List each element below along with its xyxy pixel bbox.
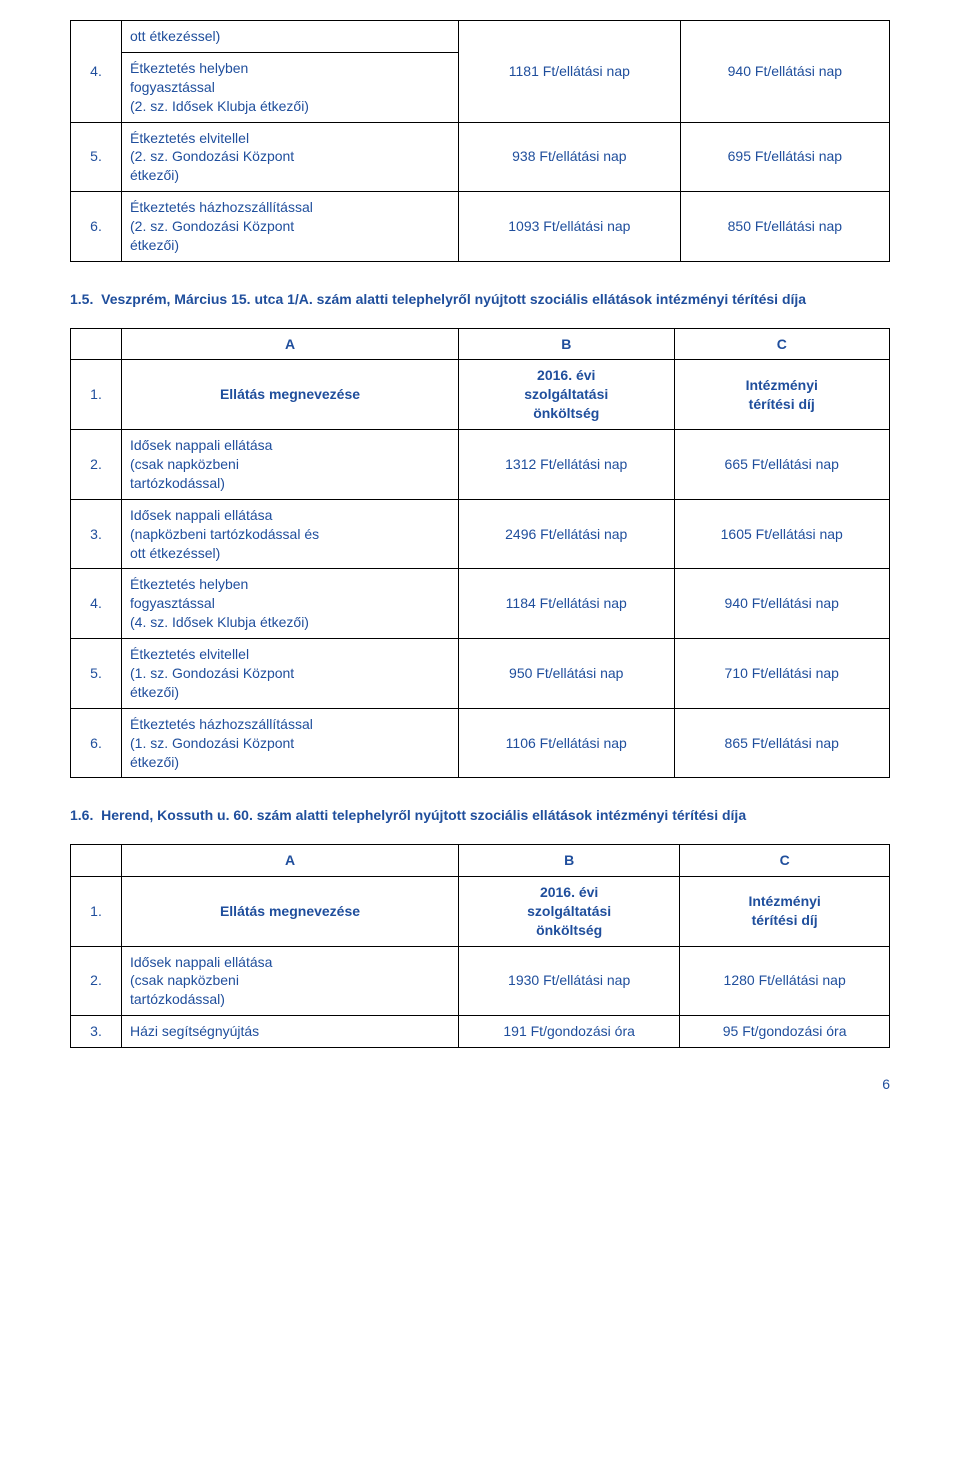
row-fee: 710 Ft/ellátási nap	[674, 639, 890, 709]
row-cost: 1181 Ft/ellátási nap	[459, 21, 681, 123]
top-table: 4. ott étkezéssel) 1181 Ft/ellátási nap …	[70, 20, 890, 262]
row-desc: Étkeztetés helyben fogyasztással (4. sz.…	[122, 569, 459, 639]
table-row: 5. Étkeztetés elvitellel (2. sz. Gondozá…	[71, 122, 890, 192]
row-number: 4.	[71, 569, 122, 639]
row-number: 2.	[71, 430, 122, 500]
row-cost: 1930 Ft/ellátási nap	[459, 946, 680, 1016]
col-c: C	[680, 845, 890, 877]
row-number: 5.	[71, 639, 122, 709]
row-number: 3.	[71, 499, 122, 569]
section-title: Veszprém, Március 15. utca 1/A. szám ala…	[101, 291, 806, 307]
page-number: 6	[70, 1076, 890, 1092]
row-cost: 938 Ft/ellátási nap	[459, 122, 681, 192]
section-heading-1-6: 1.6. Herend, Kossuth u. 60. szám alatti …	[70, 806, 890, 826]
row-fee: 665 Ft/ellátási nap	[674, 430, 890, 500]
table-row: 3. Házi segítségnyújtás 191 Ft/gondozási…	[71, 1016, 890, 1048]
row-desc: Étkeztetés házhozszállítással (2. sz. Go…	[122, 192, 459, 262]
row-cost: 1312 Ft/ellátási nap	[459, 430, 675, 500]
mid-table: A B C 1. Ellátás megnevezése 2016. évi s…	[70, 328, 890, 779]
row-number: 5.	[71, 122, 122, 192]
table-subheader: 1. Ellátás megnevezése 2016. évi szolgál…	[71, 876, 890, 946]
row-desc-extra: ott étkezéssel)	[122, 21, 459, 53]
page: 4. ott étkezéssel) 1181 Ft/ellátási nap …	[0, 0, 960, 1122]
table-row: 6. Étkeztetés házhozszállítással (1. sz.…	[71, 708, 890, 778]
table-row: 5. Étkeztetés elvitellel (1. sz. Gondozá…	[71, 639, 890, 709]
row-fee: 940 Ft/ellátási nap	[680, 21, 889, 123]
sub-c: Intézményi térítési díj	[674, 360, 890, 430]
row-fee: 1280 Ft/ellátási nap	[680, 946, 890, 1016]
section-heading-1-5: 1.5. Veszprém, Március 15. utca 1/A. szá…	[70, 290, 890, 310]
row-number: 2.	[71, 946, 122, 1016]
table-row: 4. ott étkezéssel) 1181 Ft/ellátási nap …	[71, 21, 890, 53]
row-desc: Idősek nappali ellátása (napközbeni tart…	[122, 499, 459, 569]
table-header: A B C	[71, 845, 890, 877]
row-desc: Étkeztetés elvitellel (1. sz. Gondozási …	[122, 639, 459, 709]
table-row: 6. Étkeztetés házhozszállítással (2. sz.…	[71, 192, 890, 262]
table-row: 2. Idősek nappali ellátása (csak napközb…	[71, 946, 890, 1016]
row-number: 4.	[71, 21, 122, 123]
table-subheader: 1. Ellátás megnevezése 2016. évi szolgál…	[71, 360, 890, 430]
sub-num: 1.	[71, 360, 122, 430]
row-desc: Étkeztetés házhozszállítással (1. sz. Go…	[122, 708, 459, 778]
row-cost: 191 Ft/gondozási óra	[459, 1016, 680, 1048]
section-title: Herend, Kossuth u. 60. szám alatti telep…	[101, 807, 746, 823]
sub-b: 2016. évi szolgáltatási önköltség	[459, 360, 675, 430]
sub-c: Intézményi térítési díj	[680, 876, 890, 946]
section-number: 1.5.	[70, 291, 93, 307]
table-row: 4. Étkeztetés helyben fogyasztással (4. …	[71, 569, 890, 639]
sub-num: 1.	[71, 876, 122, 946]
row-desc: Étkeztetés helyben fogyasztással (2. sz.…	[122, 52, 459, 122]
row-cost: 1106 Ft/ellátási nap	[459, 708, 675, 778]
row-number: 6.	[71, 708, 122, 778]
row-fee: 865 Ft/ellátási nap	[674, 708, 890, 778]
row-desc: Idősek nappali ellátása (csak napközbeni…	[122, 946, 459, 1016]
row-desc: Idősek nappali ellátása (csak napközbeni…	[122, 430, 459, 500]
row-fee: 850 Ft/ellátási nap	[680, 192, 889, 262]
row-cost: 950 Ft/ellátási nap	[459, 639, 675, 709]
sub-b: 2016. évi szolgáltatási önköltség	[459, 876, 680, 946]
bot-table: A B C 1. Ellátás megnevezése 2016. évi s…	[70, 844, 890, 1048]
col-c: C	[674, 328, 890, 360]
sub-a: Ellátás megnevezése	[122, 876, 459, 946]
col-a: A	[122, 328, 459, 360]
col-b: B	[459, 328, 675, 360]
row-fee: 940 Ft/ellátási nap	[674, 569, 890, 639]
row-cost: 2496 Ft/ellátási nap	[459, 499, 675, 569]
table-header: A B C	[71, 328, 890, 360]
table-row: 3. Idősek nappali ellátása (napközbeni t…	[71, 499, 890, 569]
row-fee: 1605 Ft/ellátási nap	[674, 499, 890, 569]
section-number: 1.6.	[70, 807, 93, 823]
col-b: B	[459, 845, 680, 877]
row-desc: Étkeztetés elvitellel (2. sz. Gondozási …	[122, 122, 459, 192]
row-fee: 95 Ft/gondozási óra	[680, 1016, 890, 1048]
col-a: A	[122, 845, 459, 877]
col-blank	[71, 328, 122, 360]
row-number: 6.	[71, 192, 122, 262]
row-number: 3.	[71, 1016, 122, 1048]
row-fee: 695 Ft/ellátási nap	[680, 122, 889, 192]
row-cost: 1184 Ft/ellátási nap	[459, 569, 675, 639]
col-blank	[71, 845, 122, 877]
row-cost: 1093 Ft/ellátási nap	[459, 192, 681, 262]
table-row: 2. Idősek nappali ellátása (csak napközb…	[71, 430, 890, 500]
row-desc: Házi segítségnyújtás	[122, 1016, 459, 1048]
sub-a: Ellátás megnevezése	[122, 360, 459, 430]
